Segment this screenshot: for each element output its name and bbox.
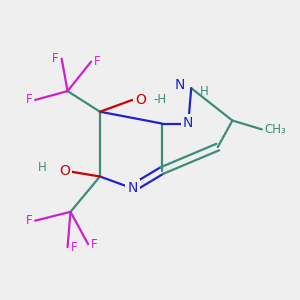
Text: H: H — [38, 161, 47, 174]
Text: -H: -H — [153, 93, 166, 106]
Text: F: F — [52, 52, 59, 65]
Text: F: F — [26, 93, 32, 106]
Text: CH₃: CH₃ — [265, 123, 286, 136]
Text: O: O — [135, 93, 146, 107]
Text: N: N — [175, 78, 185, 92]
Text: F: F — [70, 241, 77, 254]
Text: F: F — [91, 238, 98, 251]
Text: O: O — [59, 164, 70, 178]
Text: H: H — [200, 85, 209, 98]
Text: N: N — [183, 116, 194, 130]
Text: F: F — [94, 55, 101, 68]
Text: N: N — [127, 181, 137, 195]
Text: F: F — [26, 214, 32, 227]
